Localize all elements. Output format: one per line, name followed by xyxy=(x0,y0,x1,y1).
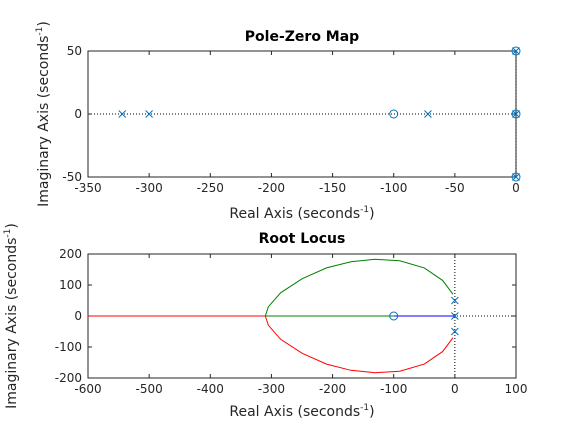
zero-marker xyxy=(389,109,399,119)
zero-marker xyxy=(511,46,521,56)
x-tick-label: -100 xyxy=(380,181,407,195)
pole-marker xyxy=(451,327,459,336)
pole-marker xyxy=(145,110,153,118)
locus-branch-4 xyxy=(264,258,454,317)
x-tick-label: -150 xyxy=(319,181,346,195)
x-tick-label: -500 xyxy=(136,382,163,396)
y-axis-label-main: Imaginary Axis (seconds xyxy=(36,36,52,207)
y-axis-label-main: Imaginary Axis (seconds xyxy=(4,238,20,409)
x-axis-label: Real Axis (seconds-1) xyxy=(229,403,374,420)
x-axis-label-close: ) xyxy=(369,206,374,222)
y-axis-label-close: ) xyxy=(36,21,52,26)
pole-marker xyxy=(512,110,520,118)
x-axis-label-exponent: -1 xyxy=(360,403,369,413)
y-tick-label: -200 xyxy=(55,371,82,385)
x-tick-label: -300 xyxy=(258,382,285,396)
y-tick-label: 0 xyxy=(74,107,82,121)
x-axis-label: Real Axis (seconds-1) xyxy=(229,205,374,222)
chart-title: Pole-Zero Map xyxy=(245,29,359,45)
x-axis-label-main: Real Axis (seconds xyxy=(229,206,360,222)
chart-2: -600 -500 -400 -300 -200 -100 0 100 -200 -100 0 100… xyxy=(3,223,527,420)
pole-marker xyxy=(512,173,520,181)
y-tick-label: 50 xyxy=(67,44,82,58)
y-axis-label: Imaginary Axis (seconds-1) xyxy=(35,21,52,207)
y-axis-label: Imaginary Axis (seconds-1) xyxy=(3,223,20,409)
zero-marker xyxy=(511,172,521,182)
y-tick-label: -100 xyxy=(55,340,82,354)
locus-branch-5 xyxy=(264,315,454,374)
x-tick-label: 100 xyxy=(505,382,528,396)
x-tick-label: -400 xyxy=(197,382,224,396)
x-axis-label-exponent: -1 xyxy=(360,205,369,215)
chart-1: -350 -300 -250 -200 -150 -100 -50 0 -50 0 50 Pole-Z… xyxy=(35,21,521,222)
y-axis-label-exponent: -1 xyxy=(3,229,13,238)
x-tick-label: -200 xyxy=(258,181,285,195)
zero-marker xyxy=(389,311,399,321)
x-tick-label: -300 xyxy=(136,181,163,195)
x-axis-label-close: ) xyxy=(369,404,374,420)
y-axis-label-exponent: -1 xyxy=(35,27,45,36)
x-tick-label: -100 xyxy=(380,382,407,396)
x-tick-label: -50 xyxy=(445,181,465,195)
x-tick-label: -250 xyxy=(197,181,224,195)
y-tick-label: 100 xyxy=(59,278,82,292)
pole-marker xyxy=(451,312,459,320)
y-tick-label: -50 xyxy=(62,170,82,184)
zero-marker xyxy=(511,109,521,119)
pole-marker xyxy=(118,110,127,118)
pole-marker xyxy=(424,110,432,118)
x-axis-label-main: Real Axis (seconds xyxy=(229,404,360,420)
pole-marker xyxy=(512,47,520,55)
x-tick-label: 0 xyxy=(451,382,459,396)
x-tick-label: -600 xyxy=(74,382,101,396)
y-tick-label: 0 xyxy=(74,309,82,323)
chart-title: Root Locus xyxy=(259,231,346,247)
x-tick-label: -350 xyxy=(74,181,101,195)
pole-marker xyxy=(451,296,459,305)
y-tick-label: 200 xyxy=(59,247,82,261)
x-tick-label: -200 xyxy=(319,382,346,396)
x-tick-label: 0 xyxy=(512,181,520,195)
y-axis-label-close: ) xyxy=(4,223,20,228)
